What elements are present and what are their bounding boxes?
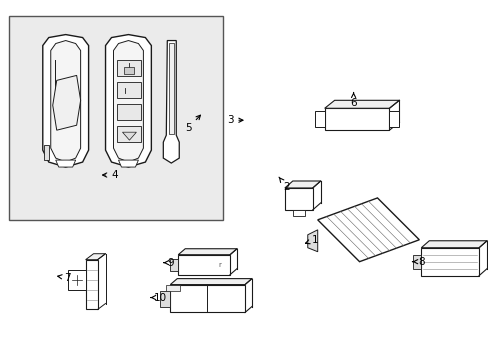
Polygon shape bbox=[53, 75, 81, 130]
Polygon shape bbox=[178, 255, 229, 275]
Polygon shape bbox=[388, 111, 399, 127]
Polygon shape bbox=[412, 255, 421, 269]
Text: 7: 7 bbox=[58, 273, 71, 283]
Text: 6: 6 bbox=[349, 93, 356, 108]
Polygon shape bbox=[324, 100, 399, 108]
Polygon shape bbox=[117, 82, 141, 98]
Text: 2: 2 bbox=[279, 177, 289, 192]
Text: 8: 8 bbox=[411, 257, 424, 267]
Polygon shape bbox=[170, 279, 251, 285]
Polygon shape bbox=[124, 67, 134, 75]
Polygon shape bbox=[314, 111, 324, 127]
Text: 5: 5 bbox=[184, 115, 200, 133]
Polygon shape bbox=[169, 42, 174, 134]
Polygon shape bbox=[85, 260, 98, 310]
Polygon shape bbox=[85, 254, 105, 260]
Polygon shape bbox=[285, 188, 312, 210]
Text: 1: 1 bbox=[305, 235, 317, 245]
Polygon shape bbox=[122, 132, 136, 140]
Polygon shape bbox=[42, 35, 88, 167]
Ellipse shape bbox=[103, 155, 157, 195]
Polygon shape bbox=[285, 181, 320, 188]
Polygon shape bbox=[178, 249, 237, 255]
Polygon shape bbox=[105, 35, 151, 167]
Polygon shape bbox=[421, 241, 486, 248]
Ellipse shape bbox=[106, 158, 154, 192]
Polygon shape bbox=[56, 160, 76, 167]
Polygon shape bbox=[324, 108, 388, 130]
Polygon shape bbox=[9, 15, 223, 220]
Polygon shape bbox=[163, 41, 179, 163]
Polygon shape bbox=[118, 160, 138, 167]
Text: 9: 9 bbox=[163, 258, 173, 268]
Polygon shape bbox=[292, 210, 304, 216]
Polygon shape bbox=[166, 285, 180, 291]
Text: 4: 4 bbox=[102, 170, 118, 180]
Polygon shape bbox=[67, 270, 85, 289]
Polygon shape bbox=[421, 248, 478, 276]
Polygon shape bbox=[117, 104, 141, 120]
Polygon shape bbox=[170, 285, 244, 312]
Polygon shape bbox=[117, 126, 141, 142]
Polygon shape bbox=[44, 145, 49, 160]
Polygon shape bbox=[317, 198, 419, 262]
Text: r: r bbox=[218, 262, 221, 268]
Polygon shape bbox=[307, 230, 317, 252]
Polygon shape bbox=[113, 41, 143, 162]
Polygon shape bbox=[117, 60, 141, 76]
Polygon shape bbox=[51, 41, 81, 162]
Polygon shape bbox=[160, 291, 170, 306]
Text: 10: 10 bbox=[151, 293, 166, 302]
Polygon shape bbox=[170, 259, 178, 271]
Text: 3: 3 bbox=[226, 115, 243, 125]
